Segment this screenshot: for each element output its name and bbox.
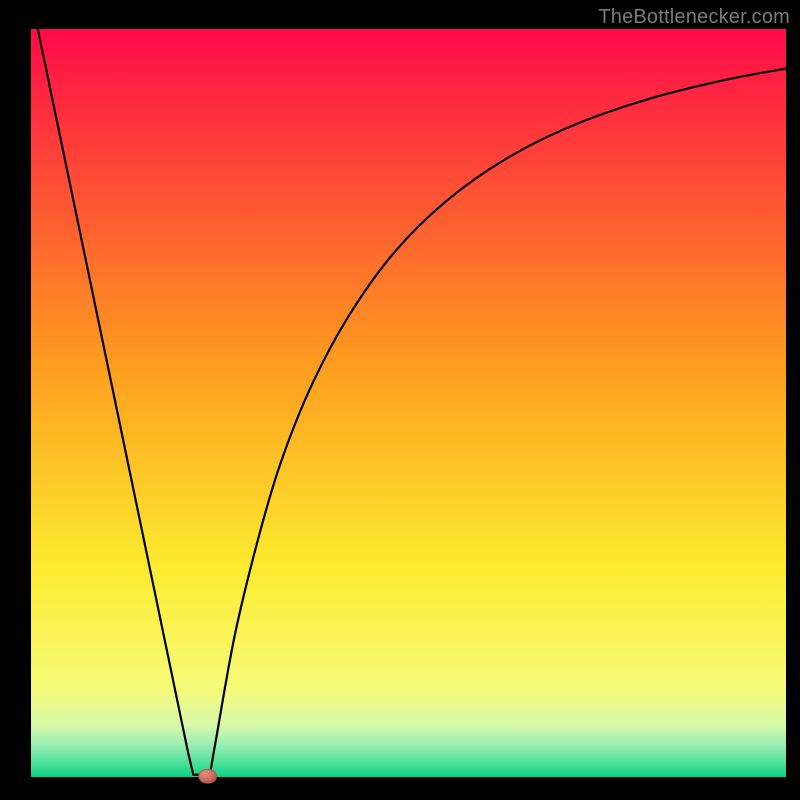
gradient-background [31, 29, 786, 777]
frame-right [786, 0, 800, 800]
optimum-marker [199, 769, 217, 783]
frame-bottom [0, 777, 800, 800]
frame-left [0, 0, 31, 800]
watermark-label: TheBottlenecker.com [598, 6, 790, 29]
chart-svg [31, 29, 786, 777]
chart-container: TheBottlenecker.com [0, 0, 800, 800]
plot-area [31, 29, 786, 777]
